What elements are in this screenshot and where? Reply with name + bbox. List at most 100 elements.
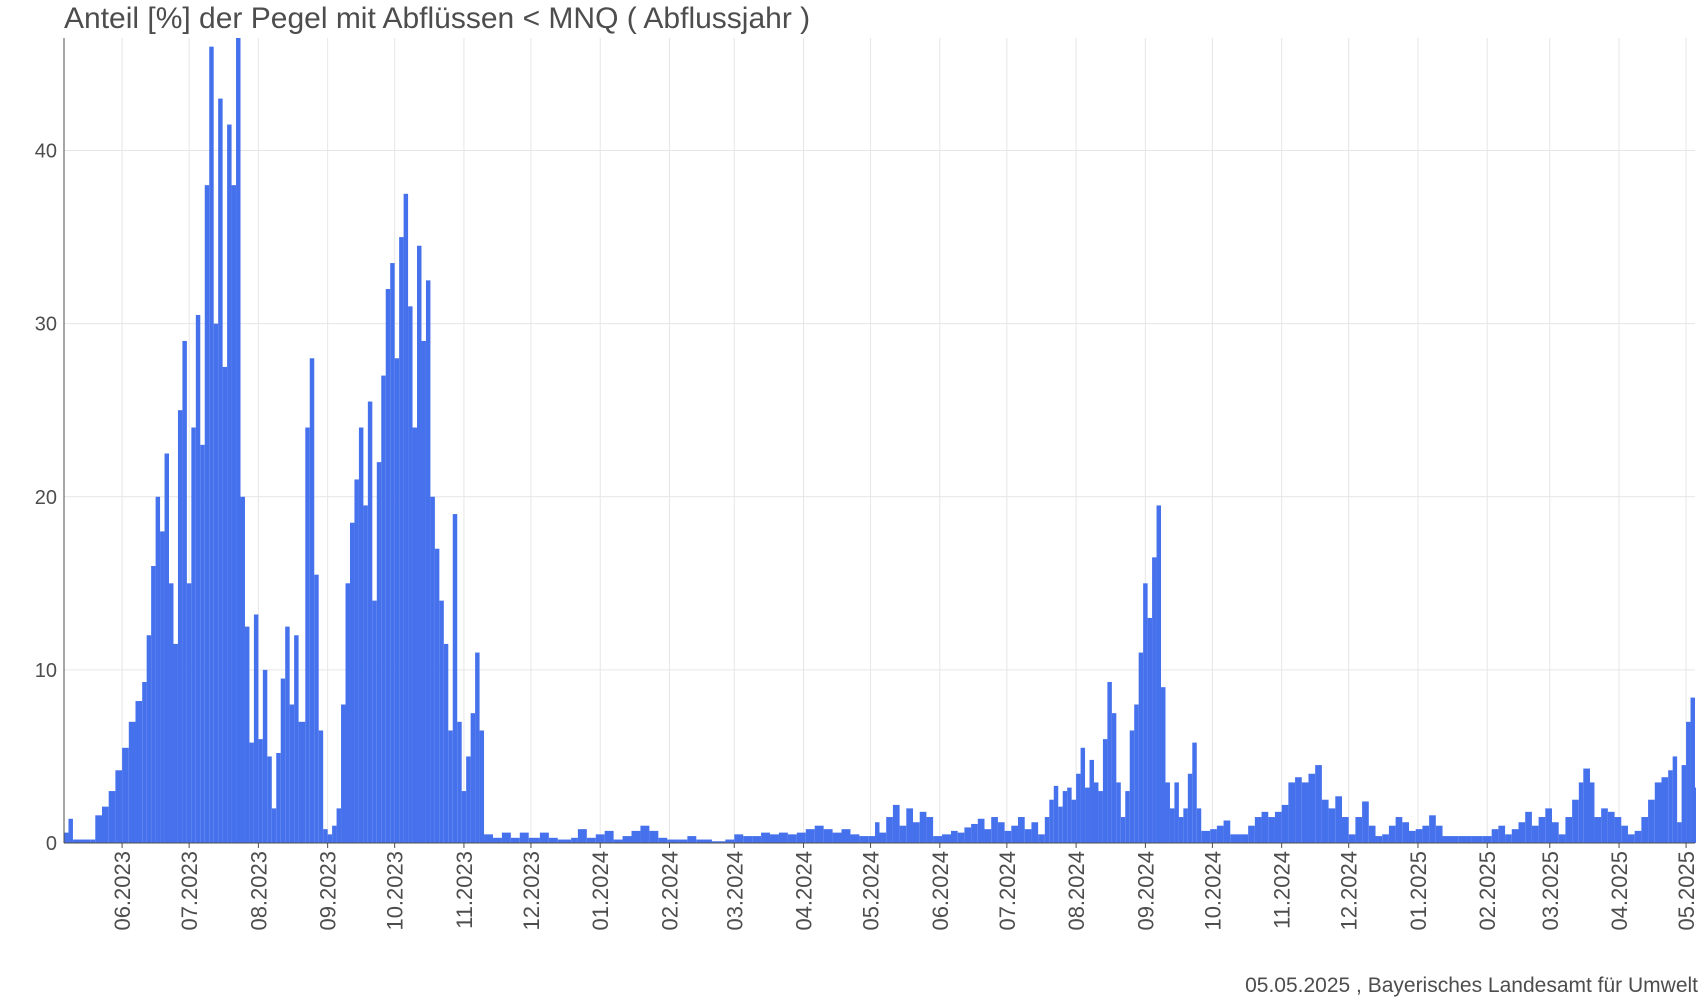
x-tick-label: 04.2025 (1607, 851, 1632, 931)
bar (443, 643, 449, 843)
bar (1690, 697, 1695, 843)
bar (1348, 834, 1356, 843)
bar (327, 834, 333, 843)
bar (417, 245, 422, 843)
bar (1315, 765, 1322, 843)
bar (1102, 739, 1108, 843)
bar (1031, 822, 1039, 843)
bar (850, 834, 860, 843)
bar (90, 839, 96, 843)
bar (1661, 777, 1669, 843)
bar (640, 825, 650, 843)
bar (1395, 817, 1403, 843)
bar (439, 600, 444, 843)
bar (399, 237, 404, 843)
bar (1578, 782, 1584, 843)
bar (1024, 829, 1032, 843)
x-tick-label: 01.2025 (1406, 851, 1431, 931)
bar (160, 531, 165, 843)
bar (1223, 820, 1231, 843)
bar (1152, 557, 1157, 843)
bar (492, 837, 502, 843)
bar (1518, 822, 1526, 843)
bar (1165, 782, 1170, 843)
bar (604, 830, 614, 843)
bar (466, 756, 471, 843)
bar (586, 837, 596, 843)
bar (1321, 799, 1329, 843)
bar (926, 817, 934, 843)
bar (528, 837, 540, 843)
bar (191, 427, 196, 843)
bar (1196, 808, 1202, 843)
bar (1552, 822, 1559, 843)
x-tick-label: 08.2023 (246, 851, 271, 931)
y-tick-label: 40 (35, 141, 57, 163)
bar (622, 836, 632, 843)
bar (1210, 829, 1217, 843)
bar (868, 836, 876, 843)
bar (805, 829, 815, 843)
bar (1668, 770, 1673, 843)
bar (1261, 811, 1269, 843)
bar (390, 263, 395, 843)
bar (271, 808, 277, 843)
bar (557, 839, 572, 843)
bar (72, 839, 91, 843)
bar (1201, 830, 1211, 843)
x-tick-label: 04.2024 (792, 851, 817, 931)
bar (1187, 773, 1193, 843)
bar (1538, 817, 1546, 843)
bar (1355, 817, 1363, 843)
bar (1335, 796, 1342, 843)
bar (1565, 817, 1573, 843)
bar (1093, 782, 1099, 843)
bar (372, 600, 377, 843)
bar (341, 704, 346, 843)
chart-title: Anteil [%] der Pegel mit Abflüssen < MNQ… (64, 2, 811, 35)
bar (240, 496, 245, 843)
x-tick-label: 02.2024 (657, 851, 682, 931)
bar (236, 38, 241, 843)
bar (725, 839, 735, 843)
bar (1011, 825, 1019, 843)
bar (285, 626, 290, 843)
bar (933, 836, 943, 843)
bar (1654, 782, 1662, 843)
bar (1192, 742, 1197, 843)
bar (631, 830, 641, 843)
bar (1677, 822, 1682, 843)
bar (734, 834, 744, 843)
bar (1572, 799, 1579, 843)
bar (421, 340, 426, 843)
x-tick-label: 05.2025 (1674, 851, 1699, 931)
x-axis-ticks: 06.2023 07.2023 08.2023 09.2023 10.2023 11.20… (110, 851, 1699, 931)
bar (1067, 787, 1072, 843)
x-tick-label: 11.2024 (1270, 851, 1295, 929)
x-tick-label: 11.2023 (452, 851, 477, 929)
bar (425, 280, 431, 843)
bar (280, 678, 286, 843)
bar (687, 836, 697, 843)
bar (122, 747, 129, 843)
bar (349, 522, 355, 843)
bar (1111, 713, 1117, 843)
bar (957, 832, 965, 843)
bar (1328, 808, 1336, 843)
bar (1076, 773, 1081, 843)
bar (548, 837, 558, 843)
bar (461, 791, 467, 843)
y-tick-label: 0 (46, 833, 57, 855)
bar (479, 730, 485, 843)
bar (1116, 782, 1121, 843)
bar (412, 427, 418, 843)
bar (595, 834, 605, 843)
bar (875, 822, 880, 843)
bar (1216, 825, 1224, 843)
bar (942, 834, 951, 843)
bar (115, 770, 123, 843)
bar (1288, 782, 1296, 843)
bar (696, 839, 712, 843)
bar (177, 410, 183, 843)
bar (173, 643, 178, 843)
